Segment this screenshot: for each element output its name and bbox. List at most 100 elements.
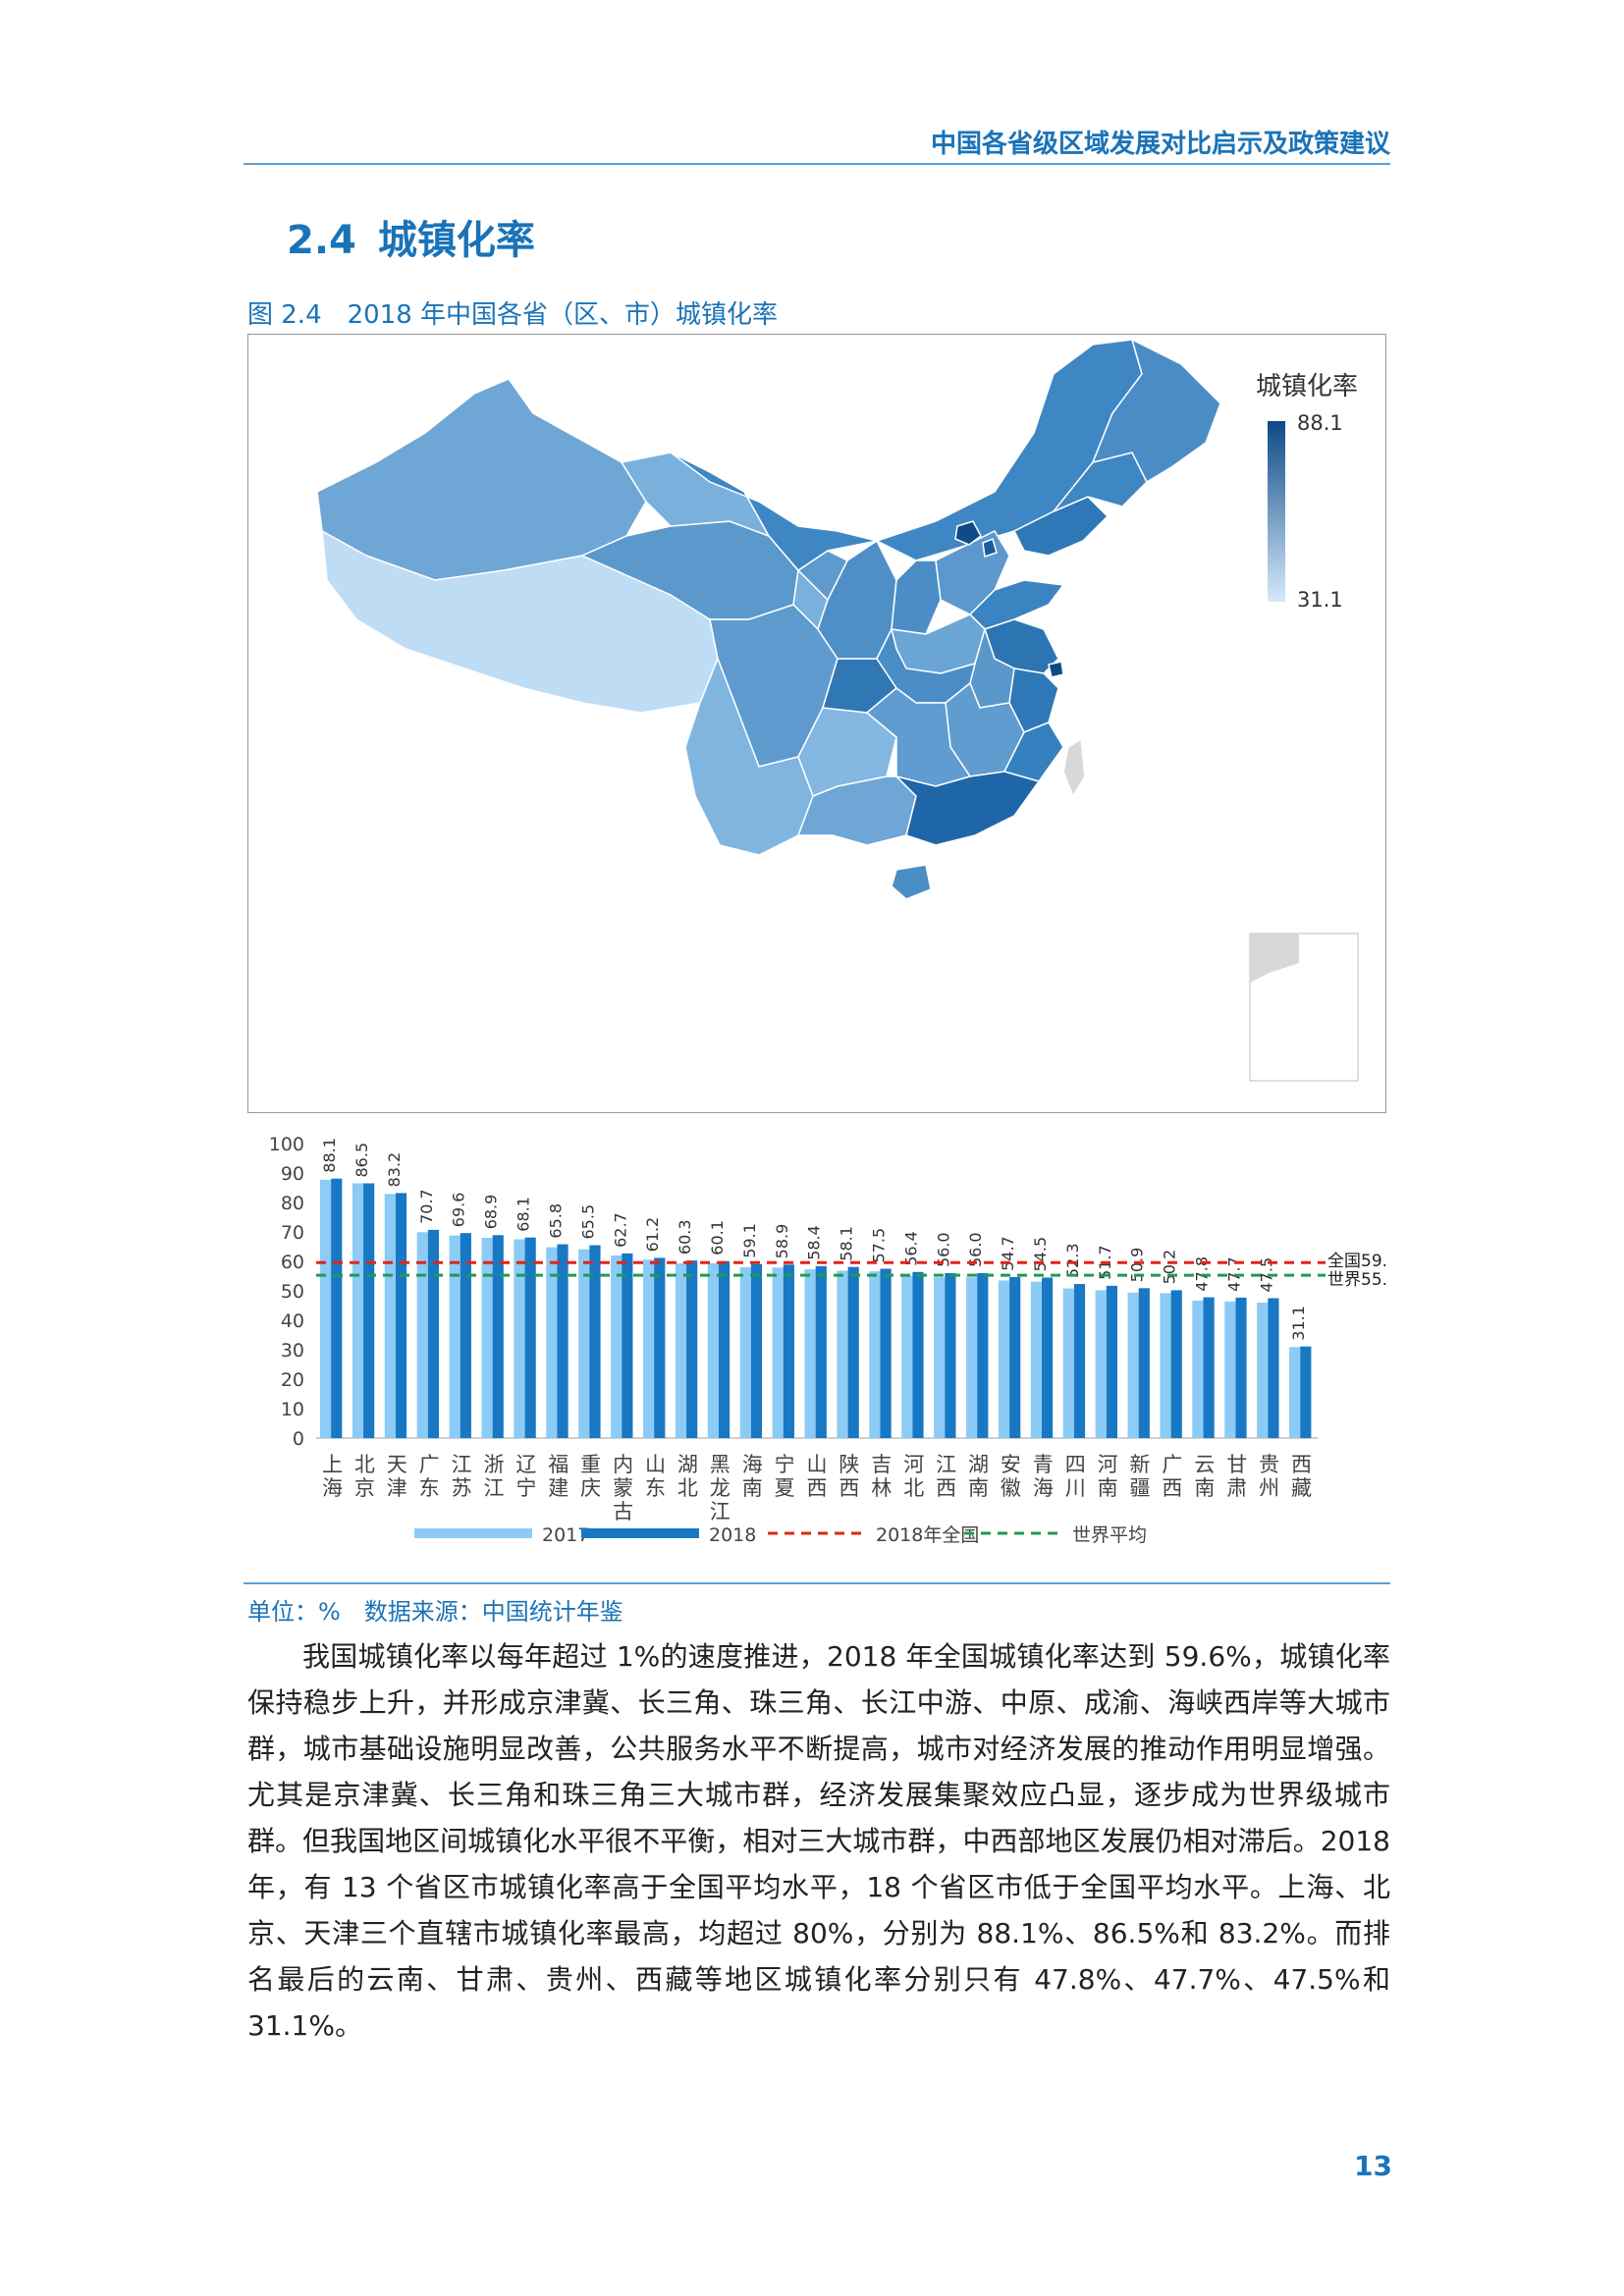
bar-2017 [804,1269,816,1438]
x-tick-label: 川 [1065,1476,1086,1500]
bar-2017 [1257,1303,1269,1438]
x-tick-label: 疆 [1130,1476,1151,1500]
y-tick-label: 50 [281,1281,304,1303]
map-legend-title: 城镇化率 [1256,372,1359,401]
bar-2017 [772,1267,784,1438]
bar-2018 [977,1273,989,1438]
data-label: 56.4 [901,1231,920,1266]
bar-2017 [416,1232,428,1438]
bar-2018 [880,1268,892,1438]
bar-2017 [1289,1347,1301,1438]
x-tick-label: 山 [645,1453,666,1476]
y-tick-label: 90 [281,1163,304,1185]
bar-2018 [945,1273,956,1438]
x-tick-label: 州 [1259,1476,1279,1500]
page-number: 13 [1354,2150,1392,2182]
x-tick-label: 北 [354,1453,375,1476]
data-label: 56.0 [934,1232,952,1267]
x-tick-label: 江 [936,1453,956,1476]
map-region-fujian [1002,721,1064,782]
bar-2017 [869,1271,881,1438]
y-tick-label: 60 [281,1252,304,1273]
map-region-tianjin [982,537,998,558]
data-label: 47.7 [1224,1256,1243,1292]
data-label: 68.1 [514,1197,533,1232]
x-tick-label: 北 [677,1476,698,1500]
bar-2017 [1224,1301,1236,1438]
x-tick-label: 浙 [483,1453,504,1476]
bar-2018 [815,1265,827,1438]
bar-2018 [912,1271,924,1438]
x-tick-label: 河 [1098,1453,1118,1476]
map-legend-min: 31.1 [1297,588,1343,612]
bar-2018 [1009,1276,1021,1438]
y-tick-label: 100 [269,1134,304,1155]
bar-2018 [1300,1346,1312,1438]
map-graphic [316,338,1359,1082]
legend-label: 2017 [542,1524,589,1546]
bar-2018 [847,1266,859,1438]
x-tick-label: 南 [1098,1476,1118,1500]
data-label: 65.5 [578,1204,597,1240]
data-label: 54.5 [1031,1237,1050,1272]
x-tick-label: 夏 [775,1476,795,1500]
running-header-title: 中国各省级区域发展对比启示及政策建议 [930,130,1390,159]
x-tick-label: 藏 [1291,1476,1312,1500]
data-label: 69.6 [450,1193,468,1228]
figure-source-note: 单位：% 数据来源：中国统计年鉴 [247,1592,647,1627]
bar-2018 [1138,1288,1150,1438]
map-legend-colorbar [1268,421,1285,602]
bar-2018 [557,1244,568,1438]
body-text: 我国城镇化率以每年超过 1%的速度推进，2018 年全国城镇化率达到 59.6%… [247,1633,1390,2049]
bar-2018 [427,1229,440,1438]
bar-2017 [966,1277,978,1438]
bar-2018 [622,1253,633,1438]
x-tick-label: 京 [354,1476,375,1500]
y-tick-label: 70 [281,1222,304,1244]
figure-caption: 图 2.4 2018 年中国各省（区、市）城镇化率 [247,294,778,331]
y-tick-label: 30 [281,1340,304,1362]
x-tick-label: 广 [1162,1453,1182,1476]
x-tick-label: 肃 [1226,1476,1247,1500]
bar-2018 [331,1178,343,1438]
bar-2018 [783,1264,794,1438]
x-tick-label: 吉 [871,1453,892,1476]
x-tick-label: 江 [710,1500,731,1523]
unit-note: 单位：% [247,1598,341,1626]
bar-2017 [1030,1281,1043,1438]
figure-number: 图 2.4 [247,300,322,330]
x-tick-label: 贵 [1259,1453,1279,1476]
data-label: 68.9 [482,1195,501,1230]
x-tick-label: 宁 [515,1476,536,1500]
data-label: 65.8 [546,1203,565,1239]
bar-2017 [675,1263,687,1438]
figure-caption-text: 2018 年中国各省（区、市）城镇化率 [347,300,779,330]
header-divider [244,163,1390,165]
data-label: 52.3 [1063,1243,1082,1278]
section-title: 城镇化率 [377,218,535,263]
x-tick-label: 津 [387,1476,407,1500]
bar-2018 [1235,1297,1247,1438]
bar-2018 [492,1235,504,1438]
y-tick-label: 20 [281,1369,304,1391]
legend-label: 2018 [709,1524,756,1546]
bar-2017 [837,1270,848,1438]
x-tick-label: 海 [742,1453,763,1476]
data-label: 60.1 [708,1220,727,1255]
legend-label: 世界平均 [1072,1524,1147,1546]
x-tick-label: 甘 [1226,1453,1247,1476]
bar-2018 [654,1257,666,1438]
data-label: 56.0 [966,1232,985,1267]
china-urbanization-map: 城镇化率 88.1 31.1 [247,334,1386,1113]
data-label: 62.7 [611,1212,629,1248]
bar-2018 [363,1183,375,1438]
urbanization-bar-chart: 0 10 20 30 40 50 60 70 80 90 100 88.1 上海 86.5 北京 83.2 天津… [247,1119,1398,1571]
x-tick-label: 新 [1130,1453,1151,1476]
x-tick-label: 宁 [775,1453,795,1476]
x-tick-label: 徽 [1001,1476,1021,1500]
x-tick-label: 湖 [968,1453,989,1476]
map-region-guangdong [893,771,1041,846]
reference-line-label: 全国59.6 [1327,1252,1386,1271]
bar-2017 [642,1259,655,1438]
